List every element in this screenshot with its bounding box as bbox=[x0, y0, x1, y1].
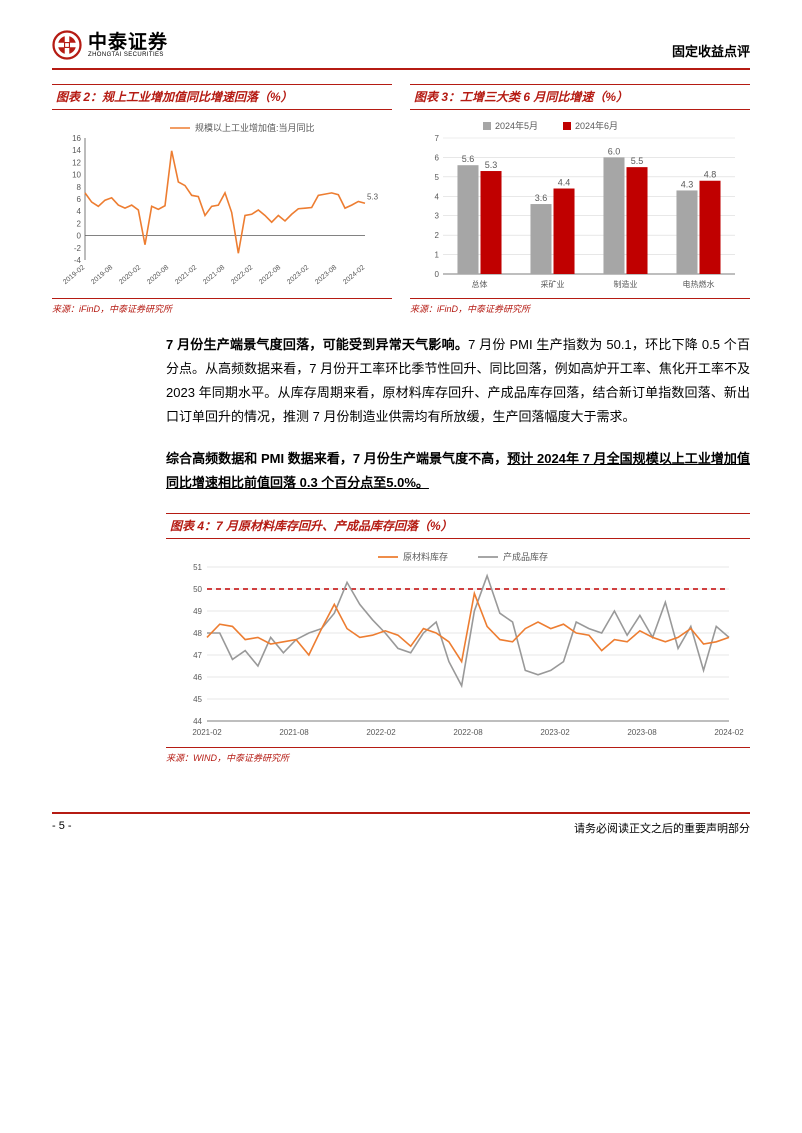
svg-text:采矿业: 采矿业 bbox=[541, 279, 565, 289]
svg-text:2021-08: 2021-08 bbox=[202, 264, 226, 286]
svg-text:3: 3 bbox=[435, 212, 440, 221]
svg-text:10: 10 bbox=[72, 171, 81, 180]
svg-text:5: 5 bbox=[435, 173, 440, 182]
chart-4-svg: 44 45 46 47 48 49 50 51 原材料库存 产成品库存 2021-02 2021-08… bbox=[166, 545, 750, 745]
svg-text:4: 4 bbox=[435, 192, 440, 201]
svg-text:2021-02: 2021-02 bbox=[174, 264, 198, 286]
svg-text:总体: 总体 bbox=[472, 279, 488, 289]
svg-text:5.3: 5.3 bbox=[485, 160, 498, 170]
paragraph-1: 7 月份生产端景气度回落，可能受到异常天气影响。7 月份 PMI 生产指数为 5… bbox=[166, 333, 750, 429]
coin-icon bbox=[52, 30, 82, 60]
svg-text:5.6: 5.6 bbox=[462, 154, 475, 164]
svg-text:2020-08: 2020-08 bbox=[146, 264, 170, 286]
svg-text:45: 45 bbox=[193, 695, 202, 704]
svg-text:6: 6 bbox=[435, 153, 440, 162]
document-type: 固定收益点评 bbox=[672, 41, 750, 60]
logo: 中泰证券 ZHONGTAI SECURITIES bbox=[52, 30, 168, 60]
svg-text:2019-02: 2019-02 bbox=[62, 264, 86, 286]
logo-text-cn: 中泰证券 bbox=[88, 33, 168, 52]
svg-text:2024年5月: 2024年5月 bbox=[495, 120, 538, 131]
svg-text:44: 44 bbox=[193, 717, 202, 726]
svg-text:12: 12 bbox=[72, 158, 81, 167]
svg-text:2023-08: 2023-08 bbox=[627, 728, 657, 737]
svg-text:4.8: 4.8 bbox=[704, 170, 717, 180]
svg-text:46: 46 bbox=[193, 673, 202, 682]
svg-text:8: 8 bbox=[77, 183, 82, 192]
svg-text:2021-08: 2021-08 bbox=[279, 728, 309, 737]
svg-text:2024-02: 2024-02 bbox=[714, 728, 744, 737]
svg-text:2024-02: 2024-02 bbox=[342, 264, 366, 286]
chart-4-source: 来源：WIND，中泰证券研究所 bbox=[166, 747, 750, 764]
svg-text:2023-02: 2023-02 bbox=[540, 728, 570, 737]
footer: - 5 - 请务必阅读正文之后的重要声明部分 bbox=[52, 812, 750, 836]
svg-text:47: 47 bbox=[193, 651, 202, 660]
paragraph-2: 综合高频数据和 PMI 数据来看，7 月份生产端景气度不高，预计 2024年 7… bbox=[166, 447, 750, 495]
svg-text:-2: -2 bbox=[74, 244, 82, 253]
chart-3-source: 来源：iFinD，中泰证券研究所 bbox=[410, 298, 750, 315]
svg-text:原材料库存: 原材料库存 bbox=[403, 551, 448, 562]
svg-text:6.0: 6.0 bbox=[608, 146, 621, 156]
chart-3-title: 图表 3：工增三大类 6 月同比增速（%） bbox=[414, 90, 628, 104]
svg-text:产成品库存: 产成品库存 bbox=[503, 551, 548, 562]
chart-2-source: 来源：iFinD，中泰证券研究所 bbox=[52, 298, 392, 315]
page-header: 中泰证券 ZHONGTAI SECURITIES 固定收益点评 bbox=[52, 30, 750, 60]
paragraph-1-lead: 7 月份生产端景气度回落，可能受到异常天气影响。 bbox=[166, 337, 468, 352]
svg-text:51: 51 bbox=[193, 563, 202, 572]
chart-2-container: 图表 2：规上工业增加值同比增速回落（%） -4 -2 0 2 4 6 8 10 12 14 16 规… bbox=[52, 84, 392, 315]
svg-text:0: 0 bbox=[77, 232, 82, 241]
svg-text:2021-02: 2021-02 bbox=[192, 728, 222, 737]
svg-text:制造业: 制造业 bbox=[614, 279, 638, 289]
svg-text:4.3: 4.3 bbox=[681, 179, 694, 189]
svg-text:3.6: 3.6 bbox=[535, 193, 548, 203]
svg-text:16: 16 bbox=[72, 134, 81, 143]
chart-3-svg: 0 1 2 3 4 5 6 7 2024年5月 2024年6月 5.6 5.3 总体 3.6 4.4 采矿业 6… bbox=[410, 116, 750, 296]
paragraph-2-plain: 综合高频数据和 PMI 数据来看，7 月份生产端景气度不高， bbox=[166, 451, 507, 466]
svg-text:49: 49 bbox=[193, 607, 202, 616]
svg-text:4.4: 4.4 bbox=[558, 178, 571, 188]
svg-text:2019-08: 2019-08 bbox=[90, 264, 114, 286]
svg-text:48: 48 bbox=[193, 629, 202, 638]
header-divider bbox=[52, 68, 750, 70]
svg-text:-4: -4 bbox=[74, 256, 82, 265]
svg-text:2: 2 bbox=[435, 231, 440, 240]
chart-2-title: 图表 2：规上工业增加值同比增速回落（%） bbox=[56, 90, 293, 104]
footer-disclaimer: 请务必阅读正文之后的重要声明部分 bbox=[574, 820, 750, 836]
svg-text:5.5: 5.5 bbox=[631, 156, 644, 166]
chart-2-svg: -4 -2 0 2 4 6 8 10 12 14 16 规模以上工业增加值:当月同比 5.3 2019-0… bbox=[52, 116, 392, 296]
svg-text:2022-08: 2022-08 bbox=[453, 728, 483, 737]
svg-text:0: 0 bbox=[435, 270, 440, 279]
svg-text:2022-02: 2022-02 bbox=[366, 728, 396, 737]
svg-text:2022-08: 2022-08 bbox=[258, 264, 282, 286]
svg-text:50: 50 bbox=[193, 585, 202, 594]
svg-text:5.3: 5.3 bbox=[367, 192, 379, 201]
svg-text:2024年6月: 2024年6月 bbox=[575, 120, 618, 131]
logo-text-en: ZHONGTAI SECURITIES bbox=[88, 52, 168, 58]
chart-4-title: 图表 4：7 月原材料库存回升、产成品库存回落（%） bbox=[170, 519, 453, 533]
svg-text:电热燃水: 电热燃水 bbox=[683, 279, 715, 289]
svg-text:1: 1 bbox=[435, 251, 440, 260]
svg-text:2023-08: 2023-08 bbox=[314, 264, 338, 286]
svg-text:4: 4 bbox=[77, 207, 82, 216]
svg-text:2023-02: 2023-02 bbox=[286, 264, 310, 286]
svg-text:2022-02: 2022-02 bbox=[230, 264, 254, 286]
svg-text:14: 14 bbox=[72, 146, 81, 155]
chart-3-container: 图表 3：工增三大类 6 月同比增速（%） 0 1 2 3 4 5 6 7 2024年5月 202… bbox=[410, 84, 750, 315]
chart-4-container: 图表 4：7 月原材料库存回升、产成品库存回落（%） 44 45 46 47 48 49 5… bbox=[166, 513, 750, 764]
svg-text:6: 6 bbox=[77, 195, 82, 204]
svg-text:7: 7 bbox=[435, 134, 440, 143]
page-number: - 5 - bbox=[52, 820, 72, 836]
svg-text:规模以上工业增加值:当月同比: 规模以上工业增加值:当月同比 bbox=[195, 122, 315, 133]
svg-text:2: 2 bbox=[77, 219, 82, 228]
svg-text:2020-02: 2020-02 bbox=[118, 264, 142, 286]
